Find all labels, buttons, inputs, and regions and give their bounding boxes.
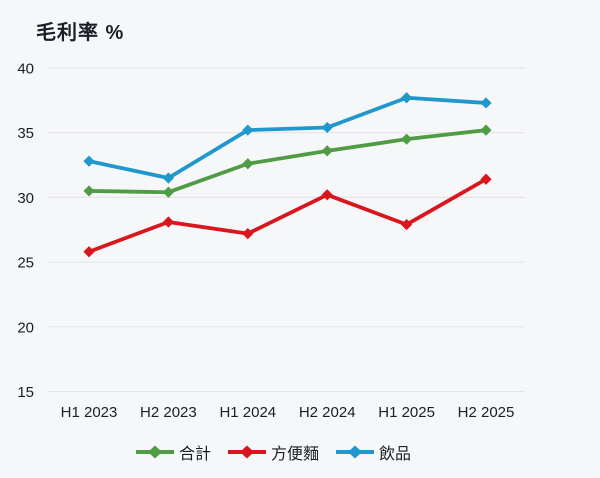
series-marker-0 xyxy=(242,158,254,170)
series-marker-0 xyxy=(321,145,333,157)
y-tick-label: 15 xyxy=(17,384,34,401)
chart-title: 毛利率 % xyxy=(36,22,125,44)
series-marker-1 xyxy=(162,216,174,228)
legend-item-1: 方便麵 xyxy=(227,440,319,464)
series-line-0 xyxy=(87,128,488,195)
x-tick-label: H2 2024 xyxy=(299,404,356,421)
series-line-1 xyxy=(87,177,488,254)
x-tick-label: H1 2023 xyxy=(61,404,118,421)
x-tick-label: H1 2025 xyxy=(378,404,435,421)
series-marker-0 xyxy=(83,185,95,197)
series-marker-2 xyxy=(162,172,174,184)
y-tick-label: 25 xyxy=(17,255,34,272)
legend-item-0: 合計 xyxy=(135,440,211,464)
series-marker-2 xyxy=(321,121,333,134)
series-marker-0 xyxy=(401,133,413,145)
x-tick-label: H2 2025 xyxy=(458,404,515,421)
series-marker-1 xyxy=(83,246,95,258)
series-marker-0 xyxy=(480,124,492,136)
series-marker-0 xyxy=(162,186,174,198)
legend-label: 飲品 xyxy=(379,446,412,463)
series-marker-2 xyxy=(83,155,95,167)
y-tick-label: 40 xyxy=(17,61,34,78)
legend-label: 方便麵 xyxy=(270,446,319,463)
series-marker-1 xyxy=(242,228,254,240)
series-marker-2 xyxy=(401,92,413,104)
y-tick-label: 20 xyxy=(17,319,34,336)
legend-marker-icon xyxy=(135,445,174,459)
x-tick-label: H1 2024 xyxy=(219,404,276,421)
series-marker-1 xyxy=(401,218,413,231)
series-marker-1 xyxy=(480,173,492,185)
y-tick-label: 35 xyxy=(17,125,34,142)
series-marker-2 xyxy=(480,97,492,109)
legend-marker-icon xyxy=(227,445,266,459)
series-line-2 xyxy=(87,95,488,180)
legend-marker-icon xyxy=(336,445,374,459)
series-marker-2 xyxy=(242,124,254,136)
chart-legend: 合計 方便麵 飲品 xyxy=(0,440,573,464)
series-marker-1 xyxy=(321,189,333,201)
y-tick-label: 30 xyxy=(17,190,34,207)
legend-label: 合計 xyxy=(178,446,211,463)
x-tick-label: H2 2023 xyxy=(140,404,197,421)
legend-item-2: 飲品 xyxy=(335,440,411,464)
